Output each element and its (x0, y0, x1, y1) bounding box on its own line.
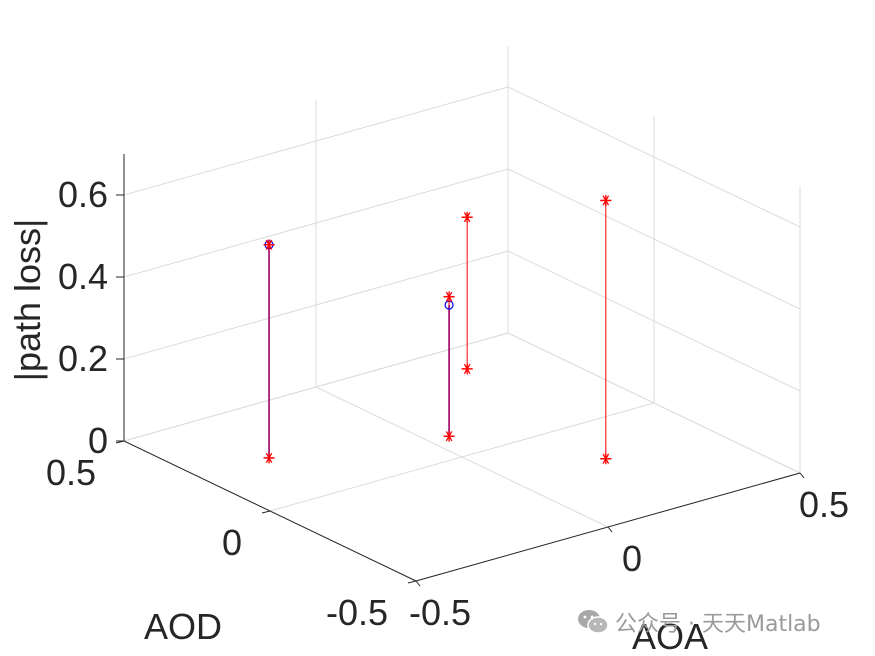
z-tick-label: 0 (88, 420, 108, 461)
x-tick-mark (799, 472, 805, 479)
watermark: 公众号 · 天天Matlab (577, 606, 821, 638)
grid-line-wall-xz (123, 332, 509, 442)
grid-line-wall-yz (507, 168, 801, 310)
x-tick-label: 0.5 (799, 484, 849, 525)
grid-line-floor-y (269, 402, 655, 512)
grid-line-wall-yz (507, 86, 801, 228)
grid-line-wall-yz (507, 332, 801, 474)
tick-labels: -0.500.5-0.500.500.20.40.6 (46, 174, 849, 633)
y-tick-label: 0.5 (46, 452, 96, 493)
x-tick-label: 0 (622, 538, 642, 579)
marker-star-top-true (263, 239, 275, 251)
marker-star-base-true (443, 430, 455, 442)
grid-lines (123, 46, 801, 582)
x-axis-label: AOA (632, 616, 708, 656)
stems (263, 194, 612, 465)
y-tick-mark (261, 510, 271, 514)
x-tick-mark (415, 580, 421, 587)
z-tick-label: 0.4 (58, 256, 108, 297)
grid-line-wall-xz (123, 168, 509, 278)
grid-line-wall-xz (123, 250, 509, 360)
grid-line-wall-xz (123, 86, 509, 196)
z-tick-label: 0.6 (58, 174, 108, 215)
watermark-text: 公众号 · 天天Matlab (615, 612, 821, 637)
marker-star-top-true (600, 194, 612, 206)
x-tick-mark (607, 526, 613, 533)
marker-star-top-true (443, 291, 455, 303)
z-tick-label: 0.2 (58, 338, 108, 379)
z-axis-label: |path loss| (7, 219, 48, 382)
y-tick-label: 0 (222, 522, 242, 563)
axes (115, 154, 805, 587)
y-tick-label: -0.5 (326, 592, 388, 633)
wechat-icon (578, 610, 609, 634)
grid-line-wall-yz (507, 250, 801, 392)
y-axis-label: AOD (144, 606, 222, 647)
y-tick-mark (407, 580, 417, 584)
marker-star-base-true (263, 452, 275, 464)
marker-star-base-true (600, 453, 612, 465)
marker-star-base-true (461, 363, 473, 375)
marker-star-top-true (461, 211, 473, 223)
x-tick-label: -0.5 (409, 592, 471, 633)
